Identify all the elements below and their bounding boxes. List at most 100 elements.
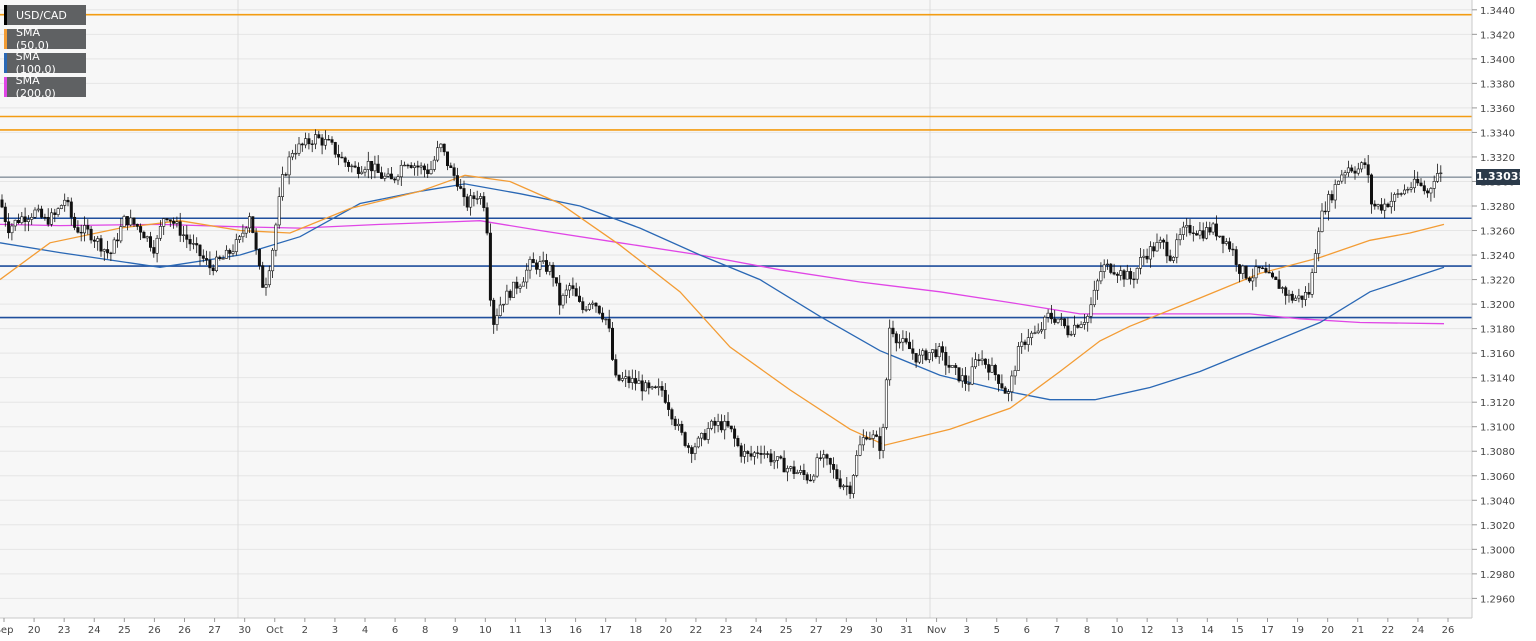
candle-body bbox=[1247, 277, 1251, 282]
x-tick-label: 26 bbox=[148, 625, 161, 636]
candle-body bbox=[1376, 204, 1380, 207]
candle-body bbox=[891, 327, 895, 335]
candle-body bbox=[89, 228, 93, 241]
candle-body bbox=[1059, 318, 1063, 320]
candle-body bbox=[1129, 271, 1133, 280]
y-tick-label: 1.3180 bbox=[1480, 325, 1515, 336]
candle-body bbox=[709, 420, 713, 429]
candle-body bbox=[921, 350, 925, 356]
candle-body bbox=[591, 302, 595, 305]
x-tick-label: Oct bbox=[266, 625, 283, 636]
x-tick-label: 24 bbox=[1412, 625, 1425, 636]
legend-sma-50[interactable]: SMA (50,0) bbox=[4, 26, 86, 52]
candle-body bbox=[528, 259, 532, 271]
candle-body bbox=[188, 239, 192, 245]
candle-body bbox=[208, 259, 212, 269]
candle-body bbox=[228, 249, 232, 254]
candle-body bbox=[1337, 180, 1341, 185]
candle-body bbox=[215, 256, 219, 272]
candle-body bbox=[112, 239, 116, 254]
candle-body bbox=[581, 301, 585, 310]
candle-body bbox=[327, 139, 331, 141]
candle-body bbox=[1040, 329, 1044, 332]
candle-body bbox=[83, 225, 87, 234]
candle-body bbox=[874, 434, 878, 437]
candle-body bbox=[469, 195, 473, 208]
candle-body bbox=[1386, 203, 1390, 208]
candle-body bbox=[149, 236, 153, 248]
candle-body bbox=[653, 386, 657, 388]
x-tick-label: 20 bbox=[28, 625, 41, 636]
candle-body bbox=[1092, 289, 1096, 306]
candle-body bbox=[838, 478, 842, 488]
candle-body bbox=[1162, 239, 1166, 243]
candle-body bbox=[7, 221, 11, 234]
legend-sma-200-label: SMA (200,0) bbox=[15, 74, 56, 100]
candle-body bbox=[815, 457, 819, 477]
candle-body bbox=[1310, 272, 1314, 295]
candle-body bbox=[86, 225, 90, 230]
y-axis-background bbox=[1472, 0, 1536, 641]
candle-body bbox=[1185, 225, 1189, 228]
candle-body bbox=[690, 447, 694, 454]
candle-body bbox=[1063, 318, 1067, 327]
candle-body bbox=[158, 226, 162, 239]
candle-body bbox=[964, 375, 968, 384]
candle-body bbox=[498, 304, 502, 316]
candle-body bbox=[795, 472, 799, 474]
candle-body bbox=[1426, 190, 1430, 194]
candle-body bbox=[785, 468, 789, 473]
candle-body bbox=[356, 166, 360, 175]
candle-body bbox=[775, 456, 779, 461]
candle-body bbox=[1135, 267, 1139, 280]
candle-body bbox=[40, 208, 44, 218]
candle-body bbox=[1403, 189, 1407, 195]
x-tick-label: 7 bbox=[1054, 625, 1060, 636]
candle-body bbox=[1280, 287, 1284, 289]
candle-body bbox=[683, 432, 687, 446]
candle-body bbox=[66, 199, 70, 203]
candle-body bbox=[660, 386, 664, 391]
candle-body bbox=[518, 285, 522, 289]
candle-body bbox=[861, 437, 865, 446]
candle-body bbox=[376, 163, 380, 173]
x-axis: Sep2023242526262730Oct234689101113161718… bbox=[0, 617, 1472, 636]
candle-body bbox=[535, 262, 539, 270]
candle-body bbox=[558, 282, 562, 306]
x-tick-label: 22 bbox=[690, 625, 703, 636]
candle-body bbox=[511, 281, 515, 298]
candle-body bbox=[1294, 297, 1298, 301]
candle-body bbox=[884, 379, 888, 428]
candle-body bbox=[343, 157, 347, 163]
candle-body bbox=[1340, 174, 1344, 182]
candle-body bbox=[739, 445, 743, 457]
candle-body bbox=[766, 453, 770, 455]
candle-body bbox=[366, 160, 370, 170]
y-tick-label: 1.3220 bbox=[1480, 276, 1515, 287]
legend-usdcad[interactable]: USD/CAD bbox=[4, 5, 86, 25]
candle-body bbox=[808, 479, 812, 482]
legend-sma-50-label: SMA (50,0) bbox=[15, 26, 50, 52]
candle-body bbox=[733, 428, 737, 439]
x-tick-label: 31 bbox=[900, 625, 913, 636]
candle-body bbox=[168, 219, 172, 222]
candle-body bbox=[20, 216, 24, 224]
candle-body bbox=[663, 389, 667, 403]
candle-body bbox=[139, 226, 143, 233]
candle-body bbox=[360, 171, 364, 175]
candle-body bbox=[835, 469, 839, 480]
legend-sma-100[interactable]: SMA (100,0) bbox=[4, 50, 86, 76]
legend-sma-100-label: SMA (100,0) bbox=[15, 50, 56, 76]
candle-body bbox=[330, 139, 334, 143]
candle-body bbox=[577, 295, 581, 302]
candle-body bbox=[1165, 241, 1169, 257]
candle-body bbox=[637, 380, 641, 384]
candle-body bbox=[1056, 318, 1060, 323]
candle-body bbox=[574, 288, 578, 297]
legend-sma-200[interactable]: SMA (200,0) bbox=[4, 74, 86, 100]
y-tick-label: 1.3100 bbox=[1480, 423, 1515, 434]
x-tick-label: Nov bbox=[927, 625, 947, 636]
candle-body bbox=[488, 232, 492, 301]
